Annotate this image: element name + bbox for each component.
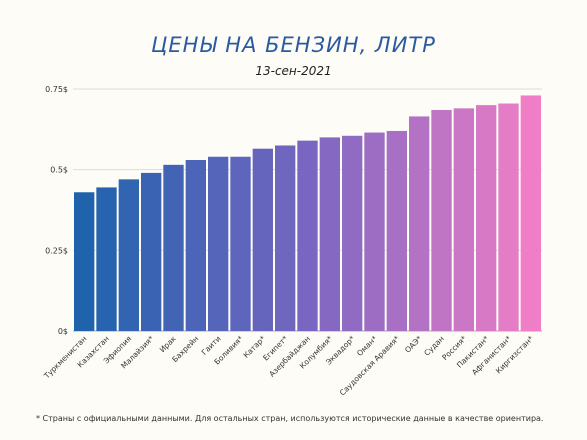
footnote: * Страны с официальными данными. Для ост… — [36, 414, 544, 423]
chart-title: ЦЕНЫ НА БЕНЗИН, ЛИТР — [151, 33, 436, 57]
x-tick-label: Ирак — [158, 334, 178, 354]
bar — [141, 172, 162, 331]
y-tick-label: 0.75$ — [45, 85, 68, 94]
bar — [453, 108, 474, 331]
bar — [498, 103, 519, 332]
bar — [297, 140, 318, 331]
bar — [409, 116, 430, 331]
y-tick-label: 0$ — [58, 327, 68, 336]
bar — [275, 145, 296, 331]
bar — [118, 179, 139, 331]
bar — [520, 95, 541, 331]
bar — [208, 156, 229, 331]
y-tick-label: 0.5$ — [50, 166, 68, 175]
y-tick-label: 0.25$ — [45, 246, 68, 255]
bar — [96, 187, 117, 331]
bar — [364, 132, 385, 331]
bar — [185, 159, 206, 331]
x-tick-label: ОАЭ* — [403, 334, 424, 355]
bar — [230, 156, 251, 331]
bar — [74, 192, 95, 331]
bar — [342, 135, 363, 331]
bar — [431, 109, 452, 332]
bar — [163, 164, 184, 331]
bar — [386, 130, 407, 331]
bar — [476, 105, 497, 331]
bar — [252, 148, 273, 331]
bar — [319, 137, 340, 331]
chart-subtitle: 13-сен-2021 — [255, 64, 332, 78]
